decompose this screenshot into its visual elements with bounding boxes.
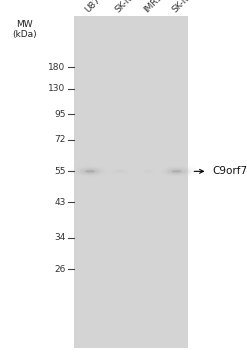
Text: 43: 43: [54, 198, 65, 207]
Text: 26: 26: [54, 265, 65, 274]
Ellipse shape: [165, 168, 188, 175]
Text: 130: 130: [48, 85, 65, 93]
Ellipse shape: [144, 170, 152, 172]
Ellipse shape: [76, 167, 104, 176]
Ellipse shape: [162, 167, 192, 176]
Ellipse shape: [111, 169, 128, 174]
Ellipse shape: [141, 170, 155, 173]
Ellipse shape: [167, 168, 186, 175]
Ellipse shape: [171, 170, 182, 173]
Text: IMR32: IMR32: [142, 0, 168, 15]
Ellipse shape: [109, 168, 130, 174]
Ellipse shape: [115, 170, 124, 172]
Ellipse shape: [82, 169, 99, 174]
Ellipse shape: [112, 170, 127, 173]
Ellipse shape: [79, 168, 101, 175]
Text: MW
(kDa): MW (kDa): [12, 20, 37, 39]
Text: SK-N-AS: SK-N-AS: [170, 0, 202, 15]
Ellipse shape: [78, 167, 103, 175]
Text: U87-MG: U87-MG: [84, 0, 116, 15]
Ellipse shape: [75, 167, 105, 176]
Ellipse shape: [110, 169, 129, 174]
Text: 95: 95: [54, 110, 65, 119]
Ellipse shape: [85, 170, 95, 173]
Ellipse shape: [80, 168, 100, 175]
Ellipse shape: [140, 169, 156, 174]
Text: 34: 34: [54, 233, 65, 242]
Text: C9orf72: C9orf72: [212, 166, 247, 176]
FancyBboxPatch shape: [74, 16, 188, 348]
Ellipse shape: [163, 167, 190, 176]
Text: 72: 72: [54, 135, 65, 144]
Text: 180: 180: [48, 63, 65, 72]
Ellipse shape: [168, 169, 185, 174]
Ellipse shape: [164, 167, 189, 175]
Text: 55: 55: [54, 167, 65, 176]
Text: SK-N-SH: SK-N-SH: [113, 0, 145, 15]
Ellipse shape: [139, 169, 157, 174]
